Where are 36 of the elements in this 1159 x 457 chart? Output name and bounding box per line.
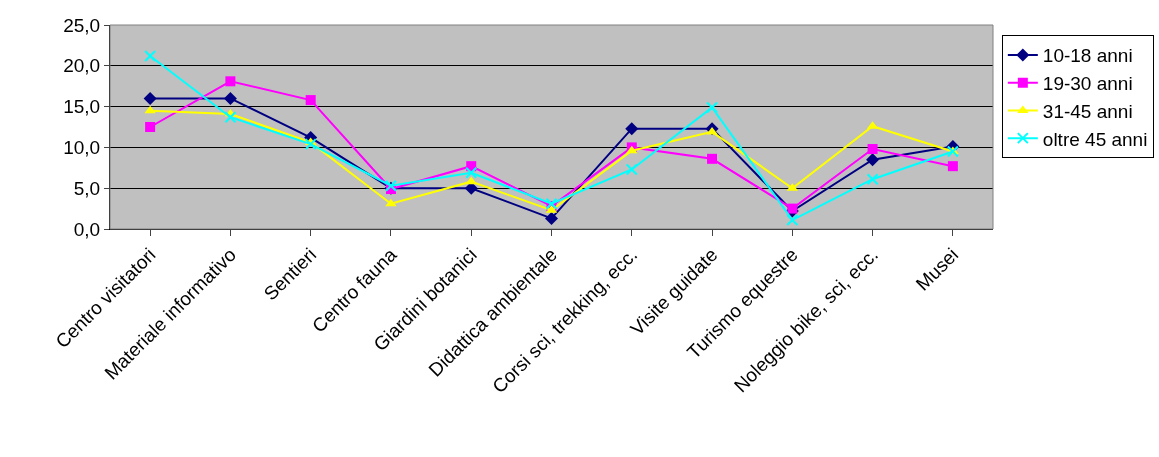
- legend-label: 10-18 anni: [1042, 45, 1133, 67]
- y-tick-label: 25,0: [63, 14, 101, 36]
- point: [786, 214, 799, 227]
- point: [947, 161, 958, 172]
- point: [144, 50, 157, 63]
- point: [946, 145, 959, 158]
- y-tick-label: 5,0: [73, 177, 101, 199]
- point: [143, 91, 157, 105]
- legend-label: 31-45 anni: [1042, 100, 1133, 122]
- point: [867, 144, 878, 155]
- point: [545, 197, 558, 210]
- y-tick-label: 20,0: [63, 55, 101, 77]
- point: [706, 101, 719, 114]
- point: [866, 173, 879, 186]
- point: [224, 111, 237, 124]
- point: [707, 153, 718, 164]
- point: [304, 138, 317, 151]
- point: [225, 76, 236, 87]
- point: [465, 176, 477, 185]
- point: [223, 91, 237, 105]
- point: [787, 203, 798, 214]
- point: [385, 198, 397, 207]
- point: [465, 166, 478, 179]
- point: [625, 163, 638, 176]
- point: [545, 211, 558, 225]
- y-tick-label: 0,0: [73, 218, 101, 240]
- legend-label: 19-30 anni: [1042, 73, 1133, 95]
- point: [625, 122, 639, 136]
- point: [145, 122, 156, 132]
- point: [144, 105, 156, 114]
- point: [866, 153, 880, 167]
- point: [706, 126, 718, 135]
- y-tick-label: 10,0: [63, 137, 101, 159]
- y-tick-label: 15,0: [63, 96, 101, 118]
- point: [305, 95, 316, 106]
- legend-label: oltre 45 anni: [1042, 128, 1148, 150]
